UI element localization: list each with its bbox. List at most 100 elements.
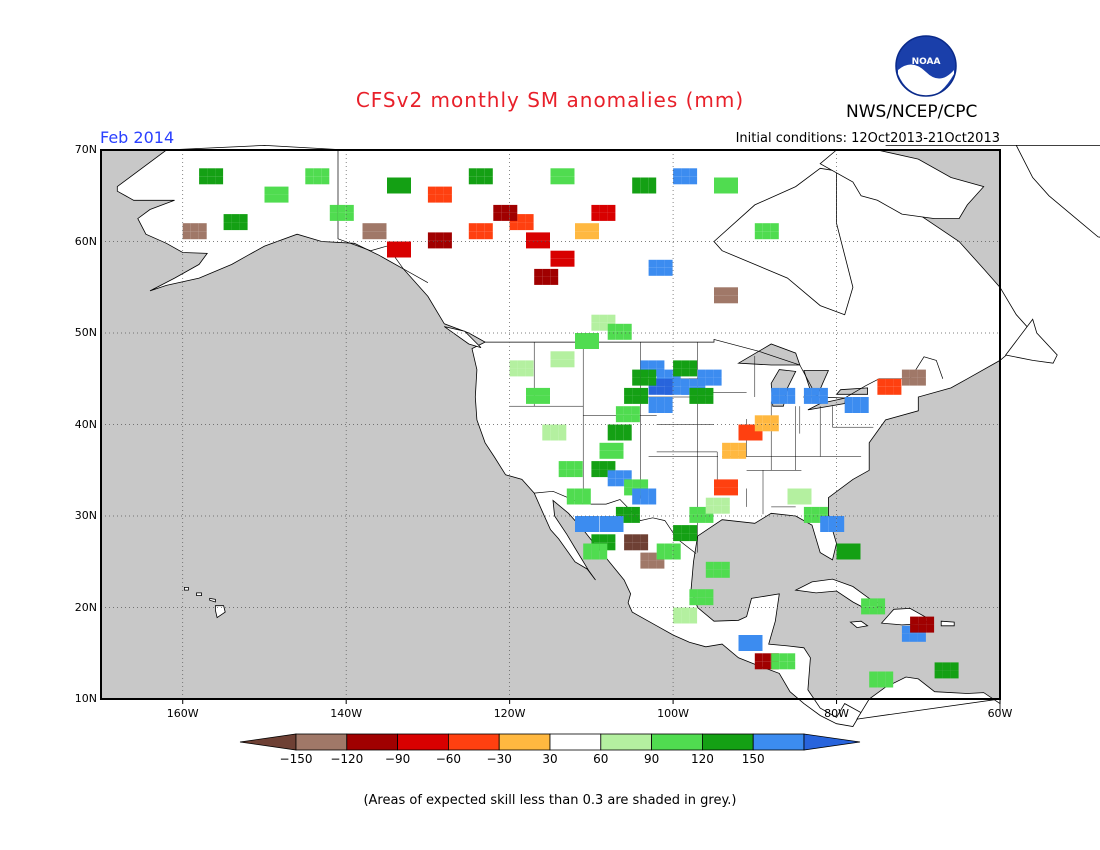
anomaly-cell <box>207 168 216 177</box>
anomaly-cell <box>631 514 640 523</box>
anomaly-cell <box>435 194 444 203</box>
anomaly-cell <box>623 470 632 479</box>
anomaly-cell <box>387 241 395 250</box>
colorbar-segment <box>397 733 449 751</box>
anomaly-cell <box>582 488 591 497</box>
anomaly-cell <box>607 470 616 479</box>
anomaly-cell <box>803 514 812 523</box>
anomaly-cell <box>787 653 796 662</box>
anomaly-cell <box>591 212 600 221</box>
anomaly-cell <box>656 369 665 378</box>
anomaly-cell <box>705 395 714 404</box>
anomaly-cell <box>746 432 755 441</box>
anomaly-cell <box>673 176 682 185</box>
anomaly-cell <box>672 386 681 395</box>
anomaly-cell <box>779 653 788 662</box>
anomaly-cell <box>901 625 910 634</box>
anomaly-cell <box>795 488 804 497</box>
anomaly-cell <box>534 387 542 396</box>
anomaly-cell <box>648 177 657 186</box>
anomaly-cell <box>468 168 477 177</box>
anomaly-cell <box>705 561 714 570</box>
anomaly-cell <box>811 514 820 523</box>
latitude-label: 70N <box>74 143 97 156</box>
anomaly-cell <box>631 406 640 415</box>
anomaly-cell <box>893 378 902 387</box>
anomaly-cell <box>672 551 681 560</box>
anomaly-cell <box>378 231 387 240</box>
anomaly-cell <box>624 395 633 404</box>
anomaly-cell <box>558 432 567 441</box>
anomaly-cell <box>836 524 845 532</box>
anomaly-cell <box>861 598 870 607</box>
anomaly-cell <box>443 194 452 203</box>
anomaly-cell <box>648 369 657 378</box>
anomaly-cell <box>583 231 591 240</box>
anomaly-cell <box>550 351 559 360</box>
anomaly-cell <box>575 524 583 532</box>
anomaly-cell <box>722 450 731 459</box>
anomaly-cell <box>819 506 828 515</box>
anomaly-cell <box>542 240 550 249</box>
anomaly-cell <box>673 533 682 542</box>
anomaly-cell <box>632 177 641 186</box>
anomaly-cell <box>885 378 894 387</box>
anomaly-cell <box>664 259 673 268</box>
anomaly-cell <box>558 168 567 177</box>
anomaly-cell <box>877 671 886 680</box>
anomaly-cell <box>746 424 755 433</box>
anomaly-cell <box>583 516 591 524</box>
anomaly-cell <box>722 185 730 194</box>
anomaly-cell <box>754 223 763 232</box>
anomaly-cell <box>280 194 289 203</box>
anomaly-cell <box>811 506 820 515</box>
anomaly-cell <box>526 387 534 396</box>
anomaly-cell <box>754 231 763 240</box>
anomaly-cell <box>697 589 706 598</box>
anomaly-cell <box>435 240 444 249</box>
anomaly-cell <box>484 168 493 177</box>
anomaly-cell <box>656 397 665 405</box>
anomaly-cell <box>689 597 698 606</box>
anomaly-cell <box>403 249 411 258</box>
anomaly-cell <box>591 524 599 532</box>
anomaly-cell <box>689 378 698 387</box>
anomaly-cell <box>754 653 763 662</box>
anomaly-cell <box>738 424 747 433</box>
anomaly-cell <box>664 267 673 276</box>
anomaly-cell <box>607 534 616 543</box>
anomaly-cell <box>427 240 436 249</box>
anomaly-cell <box>771 661 780 670</box>
anomaly-cell <box>762 223 771 232</box>
anomaly-cell <box>909 377 918 386</box>
anomaly-cell <box>443 232 452 241</box>
anomaly-cell <box>558 461 567 470</box>
longitude-label: 160W <box>166 707 199 720</box>
anomaly-cell <box>542 276 551 285</box>
anomaly-cell <box>730 185 738 194</box>
anomaly-cell <box>648 496 657 505</box>
anomaly-cell <box>787 661 796 670</box>
anomaly-cell <box>223 214 232 223</box>
anomaly-cell <box>787 496 796 505</box>
anomaly-cell <box>607 212 616 221</box>
anomaly-cell <box>591 469 600 478</box>
colorbar-arrow-low <box>239 733 297 751</box>
anomaly-cell <box>730 487 738 496</box>
anomaly-cell <box>918 624 927 633</box>
anomaly-cell <box>648 560 657 569</box>
anomaly-cell <box>721 505 730 514</box>
anomaly-cell <box>917 369 926 378</box>
anomaly-cell <box>730 295 738 304</box>
anomaly-cell <box>656 386 665 395</box>
anomaly-cell <box>575 516 583 524</box>
anomaly-cell <box>722 287 730 296</box>
anomaly-cell <box>861 606 870 615</box>
longitude-label: 100W <box>657 707 690 720</box>
anomaly-cell <box>673 607 682 616</box>
anomaly-cell <box>329 204 338 213</box>
anomaly-cell <box>648 488 657 497</box>
anomaly-cell <box>673 525 682 534</box>
anomaly-cell <box>909 633 918 642</box>
colorbar-label: −120 <box>330 752 364 766</box>
